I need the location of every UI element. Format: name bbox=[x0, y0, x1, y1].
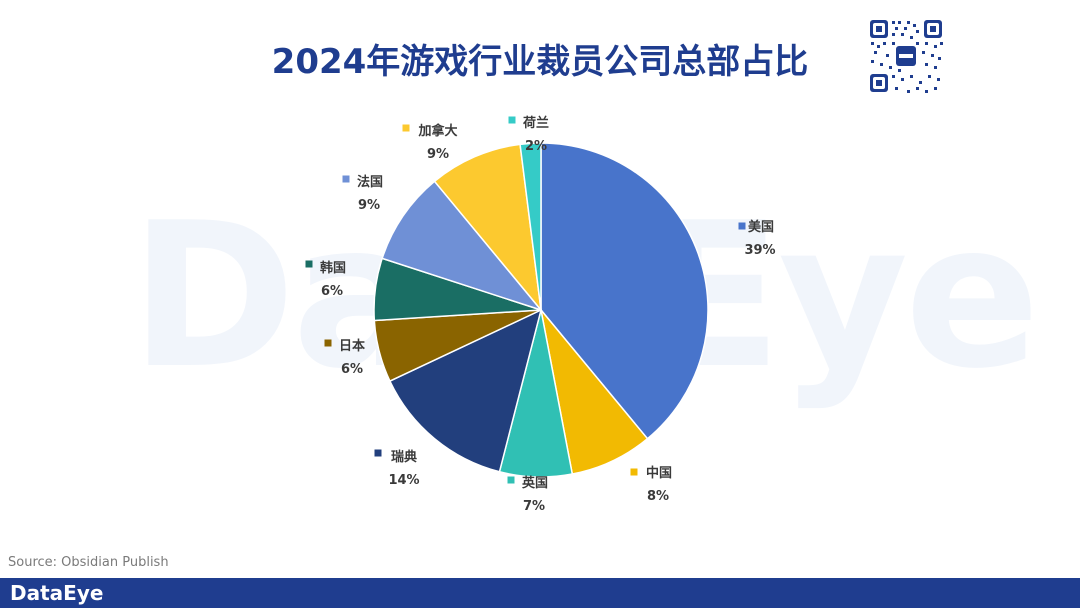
slice-label: 法国 bbox=[357, 174, 383, 190]
slice-label: 中国 bbox=[646, 465, 672, 481]
dataeye-logo: DataEye bbox=[10, 581, 104, 605]
slice-value-label: 7% bbox=[523, 499, 545, 514]
slice-label: 荷兰 bbox=[522, 115, 549, 131]
slice-value-label: 9% bbox=[427, 147, 449, 162]
legend-marker bbox=[305, 260, 313, 268]
legend-marker bbox=[342, 175, 350, 183]
legend-marker bbox=[402, 124, 410, 132]
qr-code bbox=[868, 18, 944, 94]
slice-value-label: 14% bbox=[388, 473, 419, 488]
footer-bar: DataEye bbox=[0, 578, 1080, 608]
slice-label: 日本 bbox=[339, 338, 365, 354]
slice-label: 英国 bbox=[521, 475, 548, 491]
slice-label: 韩国 bbox=[320, 260, 346, 276]
legend-marker bbox=[507, 476, 515, 484]
legend-marker bbox=[738, 222, 746, 230]
slice-value-label: 8% bbox=[647, 489, 669, 504]
source-note: Source: Obsidian Publish bbox=[8, 555, 169, 570]
legend-marker bbox=[324, 339, 332, 347]
slice-value-label: 6% bbox=[341, 362, 363, 377]
pie-slice bbox=[540, 142, 709, 440]
slice-label: 瑞典 bbox=[391, 449, 417, 465]
chart-title: 2024年游戏行业裁员公司总部占比 bbox=[271, 42, 809, 82]
pie-slice bbox=[388, 308, 543, 473]
legend-marker bbox=[374, 449, 382, 457]
legend-marker bbox=[630, 468, 638, 476]
slice-value-label: 9% bbox=[358, 198, 380, 213]
pie-slice bbox=[381, 180, 544, 312]
pie-slice bbox=[433, 143, 543, 313]
legend-marker bbox=[508, 116, 516, 124]
pie-slice bbox=[519, 142, 542, 311]
slice-value-label: 2% bbox=[525, 139, 547, 154]
slice-label: 加拿大 bbox=[417, 123, 457, 139]
slice-value-label: 6% bbox=[321, 284, 343, 299]
slice-value-label: 39% bbox=[744, 243, 775, 258]
slice-label: 美国 bbox=[748, 219, 774, 235]
